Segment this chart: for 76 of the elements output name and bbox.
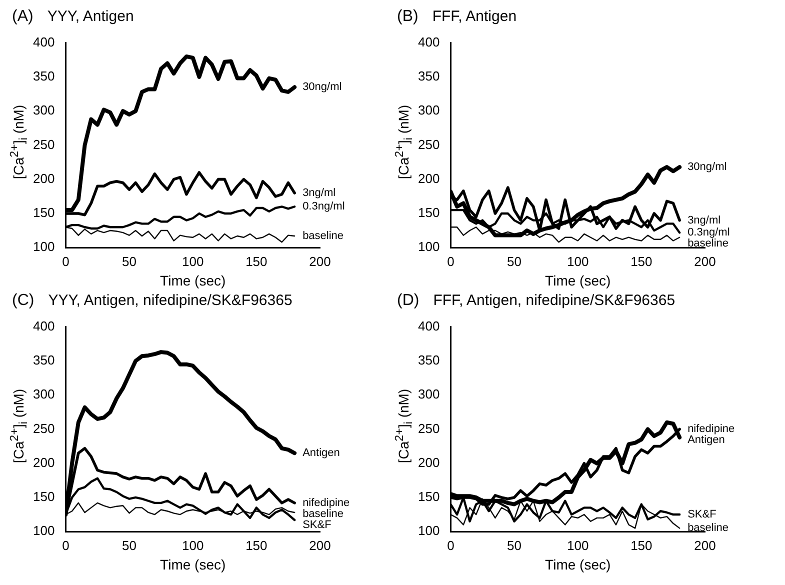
series-label: Antigen: [302, 447, 340, 460]
series-label: 0.3ng/ml: [302, 200, 345, 213]
y-tick-label: 400: [32, 34, 55, 50]
y-tick-label: 150: [32, 205, 55, 220]
series-label: baseline: [688, 522, 729, 534]
y-tick-label: 100: [418, 523, 440, 538]
series-label: SK&F: [302, 518, 332, 531]
series-label: baseline: [302, 230, 344, 242]
y-tick-label: 350: [418, 352, 440, 368]
y-tick-label: 100: [32, 239, 55, 254]
y-tick-label: 350: [32, 68, 55, 84]
y-tick-label: 250: [32, 136, 55, 152]
x-axis-title: Time (sec): [545, 556, 611, 572]
x-tick-label: 50: [122, 538, 136, 553]
x-axis-title: Time (sec): [545, 272, 611, 288]
y-tick-label: 150: [418, 205, 440, 220]
y-tick-label: 200: [32, 170, 55, 186]
series-label: nifedipine: [302, 496, 350, 509]
series-label: 3ng/ml: [688, 214, 721, 226]
x-tick-label: 200: [309, 538, 331, 553]
y-tick-label: 300: [418, 386, 440, 402]
y-tick-label: 250: [32, 420, 55, 436]
series-label: 30ng/ml: [302, 81, 342, 94]
y-tick-label: 150: [32, 489, 55, 504]
x-tick-label: 50: [122, 254, 136, 269]
series-label: baseline: [302, 508, 344, 520]
x-tick-label: 100: [182, 538, 204, 553]
x-tick-label: 100: [182, 254, 204, 269]
series-label: Antigen: [688, 434, 725, 446]
y-tick-label: 300: [418, 102, 440, 118]
x-tick-label: 0: [62, 538, 70, 553]
series-label: 30ng/ml: [688, 161, 727, 174]
chart-title: (A): [12, 8, 34, 26]
x-tick-label: 150: [630, 538, 652, 553]
y-tick-label: 250: [418, 136, 440, 152]
x-tick-label: 200: [694, 538, 716, 553]
x-tick-label: 200: [309, 254, 331, 269]
y-tick-label: 350: [418, 68, 440, 84]
y-tick-label: 200: [32, 454, 55, 470]
y-tick-label: 200: [418, 454, 440, 470]
y-tick-label: 200: [418, 170, 440, 186]
y-tick-label: 150: [418, 489, 440, 504]
chart-subtitle: YYY, Antigen, nifedipine/SK&F96365: [48, 292, 292, 309]
x-tick-label: 0: [447, 538, 454, 553]
x-tick-label: 100: [566, 538, 589, 553]
x-tick-label: 50: [507, 538, 522, 553]
y-tick-label: 400: [418, 318, 440, 334]
y-tick-label: 250: [418, 420, 440, 436]
y-tick-label: 100: [418, 239, 440, 254]
x-tick-label: 0: [447, 254, 454, 269]
series-label: baseline: [688, 238, 729, 250]
x-tick-label: 200: [694, 254, 716, 269]
series-label: SK&F: [688, 508, 717, 521]
series-label: 3ng/ml: [302, 187, 336, 200]
series-label: 0.3ng/ml: [688, 226, 730, 239]
chart-title: (C): [12, 292, 34, 310]
y-tick-label: 300: [32, 386, 55, 402]
x-tick-label: 150: [246, 538, 268, 553]
x-tick-label: 100: [566, 254, 589, 269]
y-tick-label: 300: [32, 102, 55, 118]
chart-subtitle: YYY, Antigen: [47, 8, 134, 25]
y-tick-label: 350: [32, 352, 55, 368]
series-label: nifedipine: [688, 423, 735, 436]
x-tick-label: 150: [630, 254, 652, 269]
chart-subtitle: FFF, Antigen, nifedipine/SK&F96365: [433, 292, 676, 309]
chart-subtitle: FFF, Antigen: [432, 8, 517, 25]
x-tick-label: 150: [246, 254, 268, 269]
x-tick-label: 0: [62, 254, 70, 269]
y-tick-label: 400: [418, 34, 440, 50]
x-tick-label: 50: [507, 254, 522, 269]
y-tick-label: 100: [32, 523, 55, 538]
x-axis-title: Time (sec): [160, 556, 226, 572]
y-tick-label: 400: [32, 318, 55, 334]
chart-title: (B): [397, 8, 418, 26]
x-axis-title: Time (sec): [160, 272, 226, 288]
chart-title: (D): [397, 292, 420, 310]
